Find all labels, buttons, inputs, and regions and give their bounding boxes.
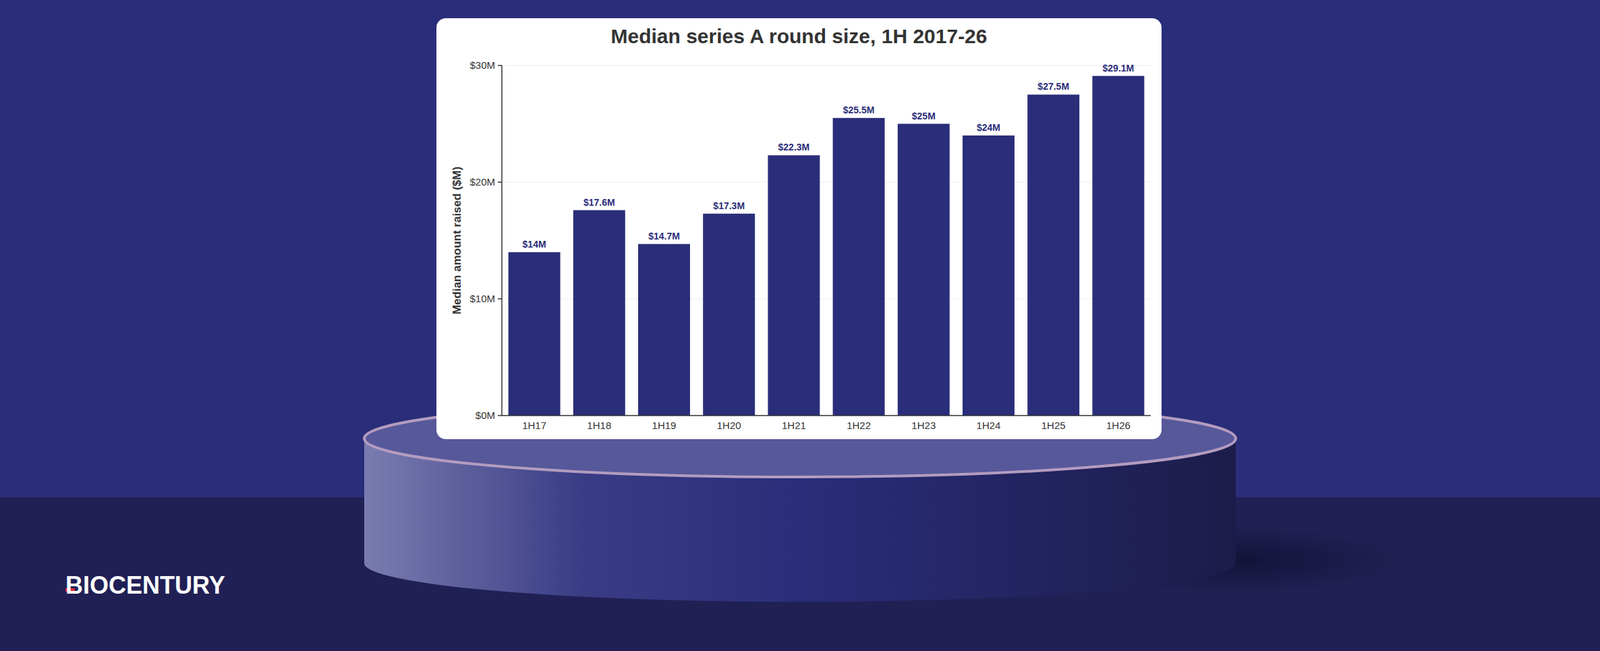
data-label: $29.1M — [1102, 62, 1135, 74]
bar — [508, 252, 561, 416]
bar — [1092, 76, 1145, 416]
x-tick-label: 1H17 — [522, 419, 547, 432]
y-axis-title: Median amount raised ($M) — [450, 166, 464, 315]
chart-title: Median series A round size, 1H 2017-26 — [610, 24, 987, 48]
bar — [767, 155, 820, 416]
x-tick-label: 1H22 — [846, 419, 871, 432]
data-label: $14M — [522, 238, 547, 250]
data-label: $22.3M — [778, 141, 811, 153]
bar — [897, 124, 950, 417]
bar — [1027, 94, 1080, 416]
stage: BIOCENTURY Median series A round size, 1H… — [0, 0, 1600, 651]
y-tick-label: $30M — [469, 59, 496, 71]
data-label: $27.5M — [1037, 80, 1070, 92]
chart-card — [436, 18, 1162, 440]
y-axis-line — [501, 65, 503, 416]
page: {"brand": "BIOCENTURY", "chart_data": {"… — [0, 0, 1600, 651]
data-label: $17.3M — [712, 200, 745, 212]
bar — [833, 118, 885, 416]
x-tick-label: 1H19 — [652, 419, 677, 432]
grid-line — [501, 65, 1151, 67]
y-tick — [497, 414, 502, 417]
background-top — [0, 0, 1600, 500]
y-tick-label: $0M — [475, 409, 496, 421]
y-tick-label: $20M — [469, 176, 496, 188]
x-tick-label: 1H24 — [976, 419, 1002, 432]
data-label: $25M — [911, 110, 936, 122]
bar — [702, 213, 755, 416]
bar — [962, 135, 1015, 416]
data-label: $14.7M — [648, 230, 680, 242]
y-tick-label: $10M — [469, 292, 496, 305]
data-label: $25.5M — [843, 104, 875, 116]
grid-line — [501, 415, 1151, 417]
x-tick-label: 1H26 — [1106, 419, 1131, 432]
bar — [638, 244, 691, 416]
x-tick-label: 1H18 — [586, 419, 612, 432]
x-tick-label: 1H21 — [781, 419, 807, 432]
x-tick-label: 1H25 — [1041, 419, 1066, 432]
y-tick — [497, 298, 502, 300]
bars — [508, 76, 1145, 416]
bar — [573, 210, 626, 416]
data-label: $17.6M — [583, 196, 616, 208]
y-tick — [497, 64, 502, 67]
data-label: $24M — [976, 122, 1001, 133]
y-tick — [497, 181, 502, 183]
x-tick-label: 1H23 — [911, 419, 936, 432]
x-axis-line — [501, 414, 1151, 417]
x-tick-label: 1H20 — [717, 419, 742, 432]
brand: BIOCENTURY — [65, 571, 226, 599]
